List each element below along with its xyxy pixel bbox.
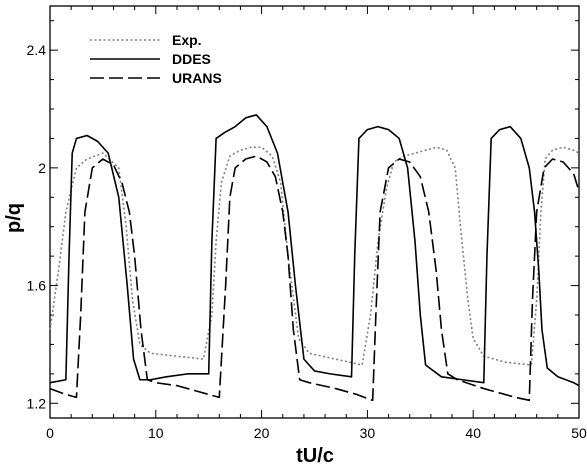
legend-label-urans: URANS xyxy=(172,70,222,86)
y-tick-label: 1.6 xyxy=(27,278,47,294)
x-axis-title: tU/c xyxy=(296,445,334,467)
series-line-ddes xyxy=(49,114,580,387)
legend-label-exp: Exp. xyxy=(172,32,202,48)
legend-label-ddes: DDES xyxy=(172,51,211,67)
x-tick-label: 30 xyxy=(360,425,376,441)
axis-ticks: 0 10 20 30 40 50 1.2 1.6 2 2.4 xyxy=(27,6,587,441)
x-tick-label: 20 xyxy=(254,425,270,441)
y-axis-title: p/q xyxy=(3,203,25,233)
y-tick-label: 1.2 xyxy=(27,395,47,411)
x-tick-label: 40 xyxy=(465,425,481,441)
x-tick-label: 50 xyxy=(571,425,587,441)
y-tick-label: 2 xyxy=(38,160,46,176)
x-tick-label: 10 xyxy=(148,425,164,441)
legend: Exp. DDES URANS xyxy=(90,32,222,86)
x-tick-label: 0 xyxy=(46,425,54,441)
plot-frame xyxy=(49,5,580,419)
series-layer xyxy=(49,114,580,402)
series-line-exp xyxy=(49,146,580,366)
series-line-urans xyxy=(49,155,580,402)
y-tick-label: 2.4 xyxy=(27,42,47,58)
